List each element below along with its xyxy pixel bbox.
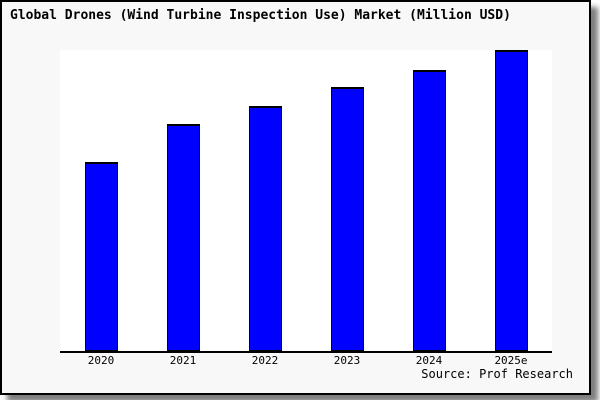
x-tick-label-2023: 2023	[333, 354, 361, 367]
plot-area	[60, 50, 552, 353]
bar-2021	[166, 124, 200, 351]
x-tick-label-2021: 2021	[169, 354, 197, 367]
x-tick-label-2020: 2020	[87, 354, 115, 367]
bar-2025e	[494, 50, 528, 351]
chart-card: Global Drones (Wind Turbine Inspection U…	[0, 0, 591, 395]
source-note: Source: Prof Research	[421, 367, 573, 381]
bar-2022	[248, 106, 282, 351]
bar-2023	[330, 87, 364, 351]
chart-title: Global Drones (Wind Turbine Inspection U…	[10, 8, 511, 23]
bar-2024	[412, 69, 446, 351]
x-tick-label-2024: 2024	[415, 354, 443, 367]
x-axis-labels: 2020 2021 2022 2023 2024 2025e	[60, 354, 552, 368]
x-tick-label-2025e: 2025e	[494, 354, 528, 367]
bar-2020	[84, 161, 118, 351]
x-tick-label-2022: 2022	[251, 354, 279, 367]
